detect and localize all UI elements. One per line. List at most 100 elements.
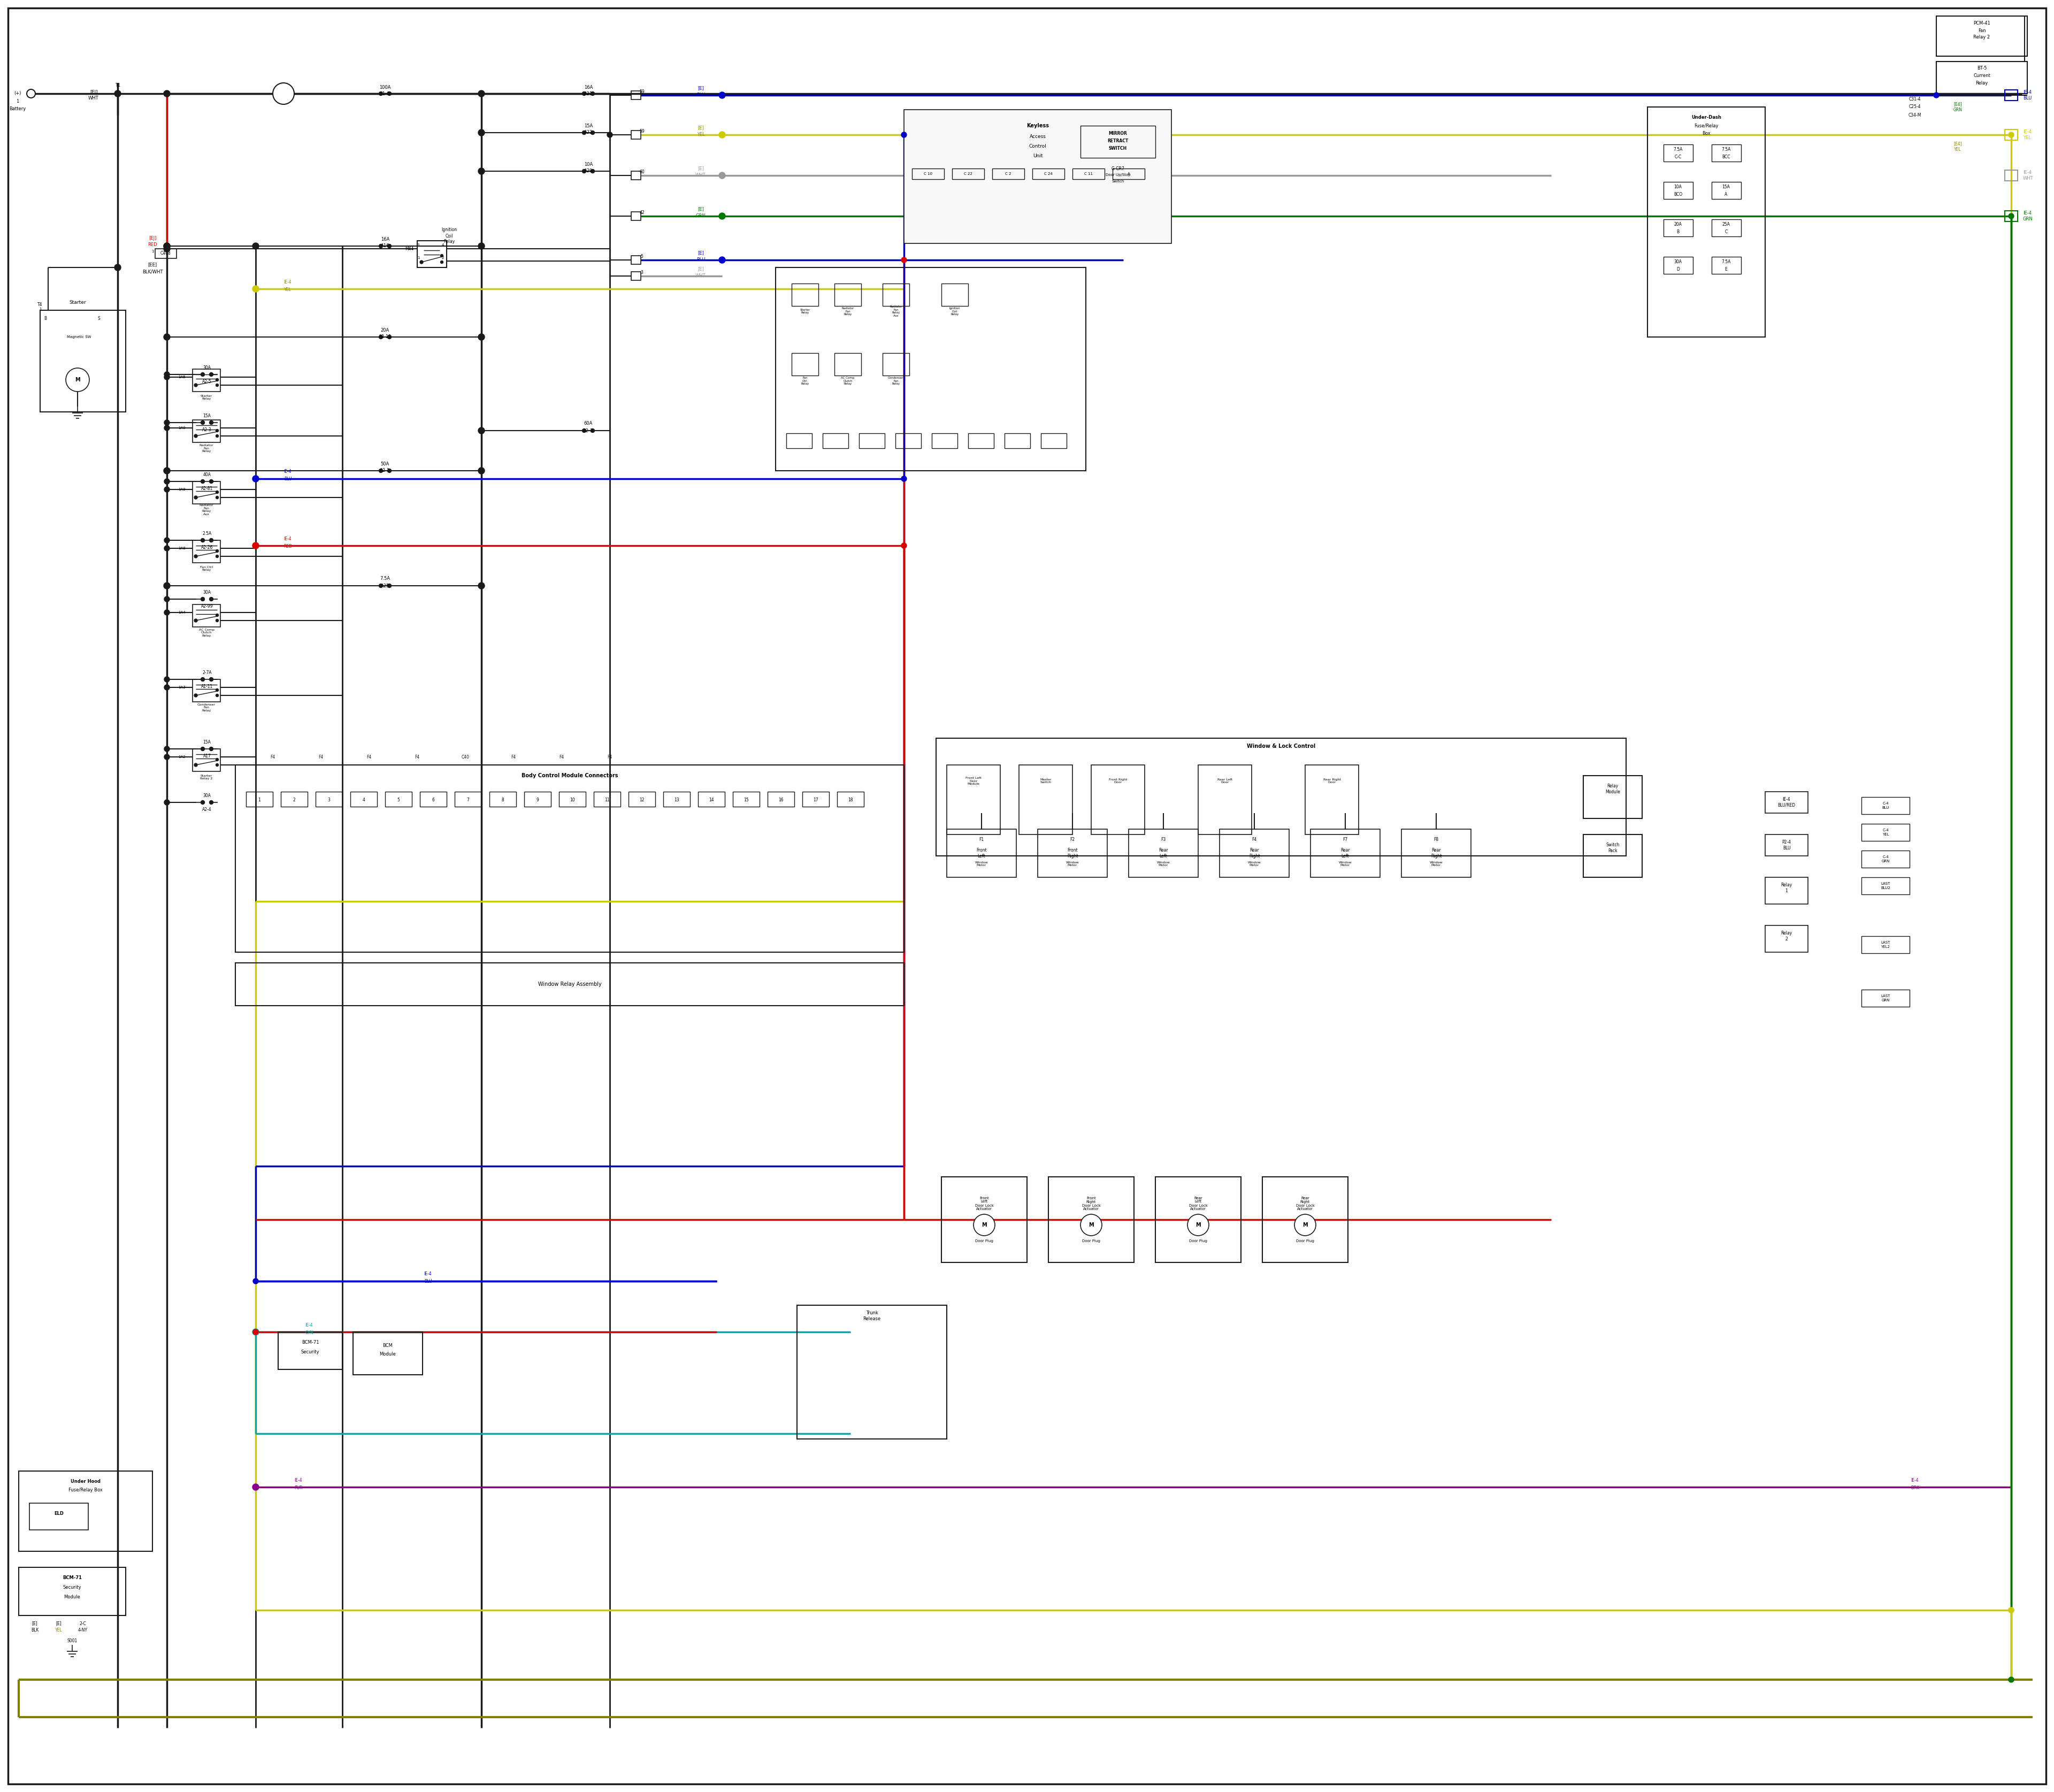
Text: Fuse/Relay Box: Fuse/Relay Box bbox=[68, 1487, 103, 1493]
Text: 15A: 15A bbox=[203, 414, 212, 418]
Circle shape bbox=[388, 244, 390, 247]
Circle shape bbox=[479, 244, 485, 249]
Text: 16A: 16A bbox=[380, 237, 390, 242]
Bar bbox=[1664, 145, 1692, 161]
Text: Rear
Left
Door Lock
Actuator: Rear Left Door Lock Actuator bbox=[1189, 1197, 1208, 1211]
Circle shape bbox=[1080, 1215, 1101, 1236]
Text: Security: Security bbox=[302, 1349, 320, 1355]
Bar bbox=[524, 792, 550, 806]
Text: Window & Lock Control: Window & Lock Control bbox=[1247, 744, 1315, 749]
Text: Starter
Relay: Starter Relay bbox=[201, 394, 212, 400]
Text: 7: 7 bbox=[466, 797, 468, 803]
Text: Security: Security bbox=[64, 1586, 82, 1590]
Text: IE-4: IE-4 bbox=[283, 280, 292, 285]
Text: Rear
Right
Door Lock
Actuator: Rear Right Door Lock Actuator bbox=[1296, 1197, 1315, 1211]
Circle shape bbox=[201, 677, 205, 681]
Text: Window
Motor: Window Motor bbox=[1156, 860, 1171, 867]
Bar bbox=[698, 792, 725, 806]
Circle shape bbox=[253, 1330, 259, 1335]
Bar bbox=[1861, 797, 1910, 814]
Circle shape bbox=[902, 133, 906, 138]
Bar bbox=[2005, 129, 2017, 140]
Circle shape bbox=[66, 367, 88, 392]
Text: ELD: ELD bbox=[53, 1511, 64, 1516]
Circle shape bbox=[164, 419, 170, 425]
Circle shape bbox=[2009, 1607, 2013, 1613]
Text: C25-4: C25-4 bbox=[1908, 104, 1920, 109]
Circle shape bbox=[216, 615, 218, 616]
Text: F4: F4 bbox=[415, 754, 419, 760]
Circle shape bbox=[195, 383, 197, 387]
Text: T1: T1 bbox=[115, 82, 121, 88]
Bar bbox=[859, 434, 885, 448]
Circle shape bbox=[201, 373, 205, 376]
Circle shape bbox=[440, 254, 444, 256]
Text: 13: 13 bbox=[674, 797, 680, 803]
Circle shape bbox=[719, 213, 725, 219]
Bar bbox=[953, 168, 984, 179]
Text: 1: 1 bbox=[39, 308, 41, 310]
Bar bbox=[631, 256, 641, 263]
Text: Rear
Left: Rear Left bbox=[1158, 848, 1169, 858]
Circle shape bbox=[216, 688, 218, 692]
Circle shape bbox=[592, 131, 594, 134]
Circle shape bbox=[216, 430, 218, 432]
Circle shape bbox=[719, 172, 725, 179]
Text: IE-4: IE-4 bbox=[1910, 1478, 1918, 1484]
Text: C408: C408 bbox=[160, 251, 170, 256]
Text: 1: 1 bbox=[16, 99, 18, 104]
Text: Ignition
Coil
Relay: Ignition Coil Relay bbox=[949, 306, 961, 315]
Text: 5: 5 bbox=[641, 254, 643, 258]
Text: Ignition: Ignition bbox=[442, 228, 458, 233]
Bar bbox=[1861, 851, 1910, 867]
Text: [E]: [E] bbox=[698, 251, 705, 256]
Circle shape bbox=[164, 246, 170, 253]
Text: IE-4
WHT: IE-4 WHT bbox=[2023, 170, 2033, 181]
Text: Switch: Switch bbox=[1111, 179, 1124, 183]
Circle shape bbox=[164, 90, 170, 97]
Circle shape bbox=[592, 91, 594, 95]
Bar bbox=[768, 792, 795, 806]
Text: A1-6: A1-6 bbox=[380, 91, 390, 97]
Circle shape bbox=[380, 91, 382, 95]
Text: 7.5A: 7.5A bbox=[380, 577, 390, 581]
Text: C31-4: C31-4 bbox=[1908, 97, 1920, 102]
Text: 30A: 30A bbox=[203, 794, 212, 797]
Text: MIRROR: MIRROR bbox=[1109, 131, 1128, 136]
Bar bbox=[629, 792, 655, 806]
Text: Front
Left: Front Left bbox=[976, 848, 986, 858]
Bar bbox=[834, 353, 861, 376]
Bar bbox=[791, 283, 817, 306]
Circle shape bbox=[201, 480, 205, 484]
Text: BLU: BLU bbox=[423, 1279, 431, 1285]
Bar bbox=[824, 434, 848, 448]
Circle shape bbox=[210, 801, 214, 805]
Text: Relay
1: Relay 1 bbox=[1781, 883, 1793, 892]
Circle shape bbox=[440, 262, 444, 263]
Text: A16: A16 bbox=[380, 244, 390, 249]
Text: M: M bbox=[76, 376, 80, 382]
Bar bbox=[1937, 61, 2027, 93]
Circle shape bbox=[164, 487, 170, 493]
Text: 1A9: 1A9 bbox=[179, 487, 185, 491]
Circle shape bbox=[388, 335, 390, 339]
Bar bbox=[883, 283, 910, 306]
Text: 18: 18 bbox=[848, 797, 852, 803]
Circle shape bbox=[581, 91, 585, 95]
Text: Under Hood: Under Hood bbox=[70, 1480, 101, 1484]
Bar bbox=[1664, 219, 1692, 237]
Text: A2-3: A2-3 bbox=[583, 428, 594, 434]
Text: IE-4
GRN: IE-4 GRN bbox=[2023, 211, 2033, 220]
Circle shape bbox=[201, 801, 205, 805]
Text: Relay
Module: Relay Module bbox=[1606, 783, 1621, 794]
Text: F7: F7 bbox=[1343, 837, 1347, 842]
Circle shape bbox=[592, 168, 594, 174]
Bar bbox=[787, 434, 811, 448]
Bar bbox=[236, 765, 904, 952]
Bar bbox=[18, 1568, 125, 1615]
Circle shape bbox=[164, 745, 170, 751]
Text: 15A: 15A bbox=[1721, 185, 1729, 190]
Text: IE-4: IE-4 bbox=[283, 536, 292, 541]
Text: 3: 3 bbox=[417, 244, 419, 247]
Text: Coil: Coil bbox=[446, 233, 454, 238]
